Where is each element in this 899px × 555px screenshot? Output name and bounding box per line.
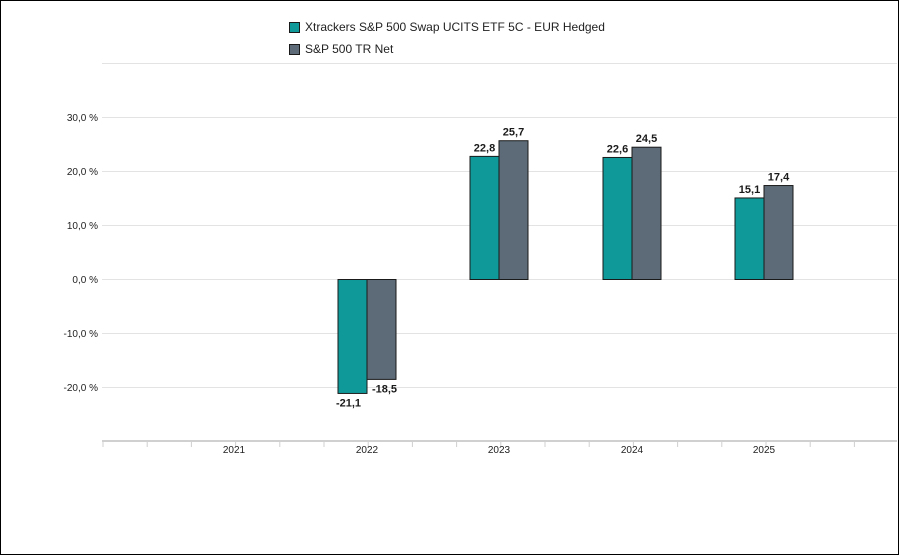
y-tick-label-1: 20,0 %: [67, 167, 98, 178]
data-label-etf-2024: 22,6: [607, 143, 628, 155]
bar-index-2023: [498, 140, 529, 280]
legend: Xtrackers S&P 500 Swap UCITS ETF 5C - EU…: [289, 16, 605, 60]
y-tick-label-5: -20,0 %: [64, 383, 99, 394]
data-label-index-2024: 24,5: [636, 133, 657, 145]
bar-etf-2022: [337, 279, 368, 394]
bar-index-2024: [631, 146, 662, 280]
y-tick-label-4: -10,0 %: [64, 329, 99, 340]
x-tick-label-3: 2024: [621, 445, 644, 456]
legend-item-index[interactable]: S&P 500 TR Net: [289, 38, 605, 60]
y-tick-label-2: 10,0 %: [67, 221, 98, 232]
bar-index-2022: [366, 279, 397, 380]
data-label-etf-2025: 15,1: [739, 184, 760, 196]
bar-index-2025: [763, 185, 794, 280]
legend-swatch-etf: [289, 21, 300, 33]
x-tick-label-1: 2022: [356, 445, 379, 456]
bar-etf-2024: [602, 156, 633, 281]
legend-label-etf: Xtrackers S&P 500 Swap UCITS ETF 5C - EU…: [305, 20, 605, 34]
data-label-index-2023: 25,7: [503, 127, 524, 139]
y-tick-label-0: 30,0 %: [67, 113, 98, 124]
bar-etf-2023: [469, 155, 500, 281]
legend-swatch-index: [289, 43, 300, 55]
x-tick-label-4: 2025: [753, 445, 776, 456]
x-tick-label-0: 2021: [223, 445, 246, 456]
data-label-index-2025: 17,4: [768, 172, 790, 184]
data-label-index-2022: -18,5: [372, 383, 397, 395]
bar-etf-2025: [734, 197, 765, 281]
data-label-etf-2022: -21,1: [336, 397, 361, 409]
data-label-etf-2023: 22,8: [474, 142, 495, 154]
y-tick-label-3: 0,0 %: [72, 275, 98, 286]
legend-item-etf[interactable]: Xtrackers S&P 500 Swap UCITS ETF 5C - EU…: [289, 16, 605, 38]
x-tick-label-2: 2023: [488, 445, 511, 456]
legend-label-index: S&P 500 TR Net: [305, 42, 394, 56]
